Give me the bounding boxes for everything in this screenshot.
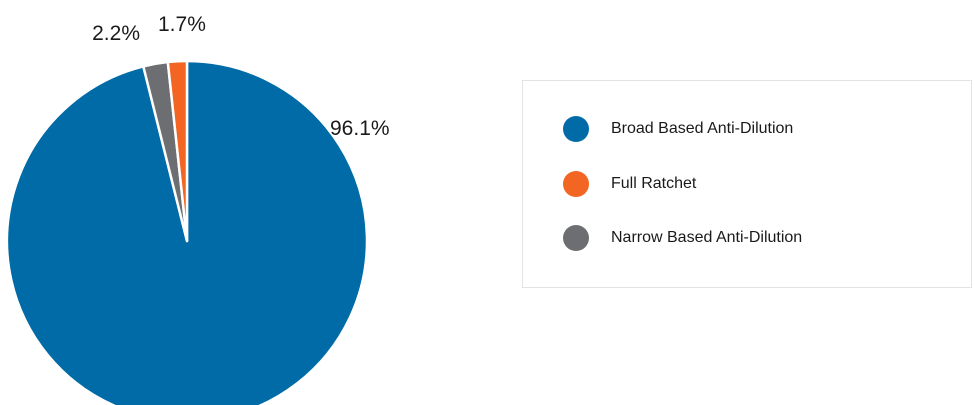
pie-slice-full-ratchet	[166, 59, 189, 243]
legend-swatch-broad-based	[563, 116, 589, 142]
legend-label: Full Ratchet	[611, 175, 697, 192]
legend-item-broad-based: Broad Based Anti-Dilution	[563, 116, 793, 142]
legend-label: Broad Based Anti-Dilution	[611, 120, 794, 137]
pie-label-narrow-based-anti-dilution: 2.2%	[92, 22, 140, 45]
legend-swatch-narrow-based	[563, 225, 589, 251]
legend-item-full-ratchet: Full Ratchet	[563, 171, 696, 197]
pie-label-broad-based-anti-dilution: 96.1%	[330, 117, 390, 140]
pie-label-full-ratchet: 1.7%	[158, 13, 206, 36]
legend-item-narrow-based: Narrow Based Anti-Dilution	[563, 225, 802, 251]
pie-slice-broad-based-anti-dilution	[5, 59, 369, 405]
legend-swatch-full-ratchet	[563, 171, 589, 197]
legend: Broad Based Anti-Dilution Full Ratchet N…	[522, 80, 972, 288]
legend-label: Narrow Based Anti-Dilution	[611, 229, 803, 246]
